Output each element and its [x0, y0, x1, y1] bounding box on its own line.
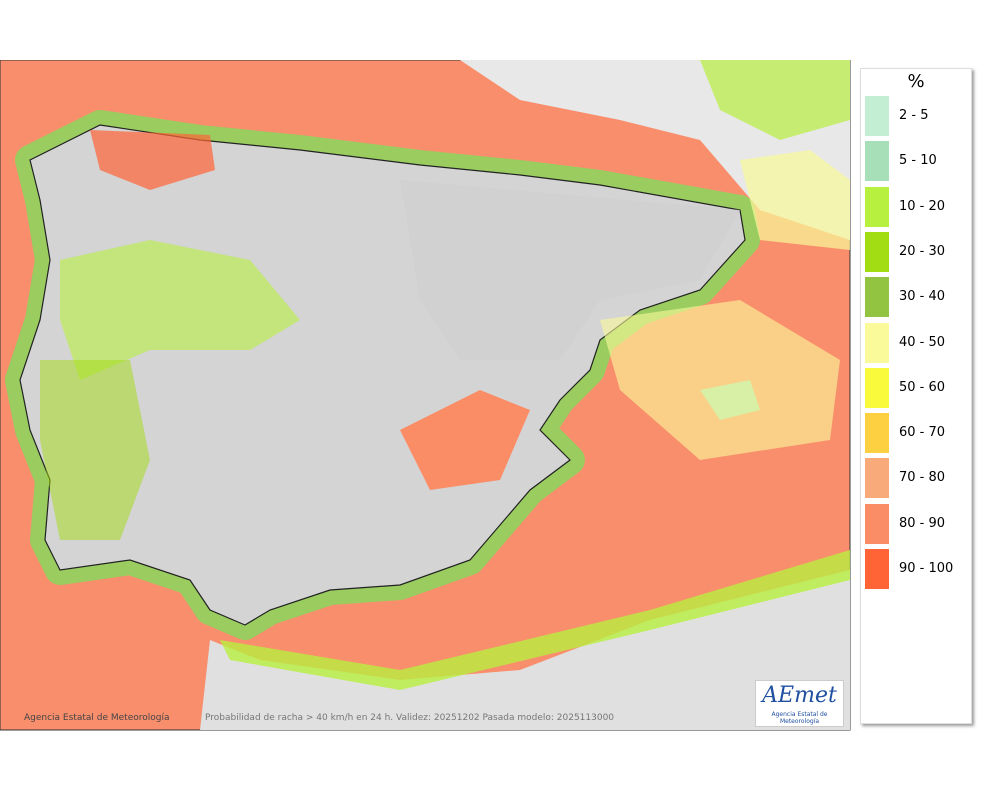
legend-label: 2 - 5 [899, 108, 929, 123]
legend-item: 70 - 80 [865, 458, 969, 499]
legend-label: 30 - 40 [899, 289, 946, 305]
legend-item: 90 - 100 [865, 549, 969, 589]
logo-name: AEmet [762, 683, 837, 708]
legend-label: 50 - 60 [899, 379, 946, 395]
legend-swatch [865, 322, 889, 363]
legend-item: 30 - 40 [865, 277, 969, 318]
legend-item: 5 - 10 [865, 141, 969, 182]
legend-item: 40 - 50 [865, 322, 969, 363]
africa [200, 570, 850, 730]
legend-swatch [865, 277, 889, 318]
zone [740, 150, 850, 250]
legend-label: 40 - 50 [899, 334, 946, 350]
legend-label: 90 - 100 [899, 561, 954, 576]
legend-label: 10 - 20 [899, 198, 946, 214]
legend-swatch [865, 141, 889, 182]
zone [90, 130, 215, 190]
legend-item: 20 - 30 [865, 231, 969, 272]
zone [60, 240, 300, 380]
legend-item: 2 - 5 [865, 96, 969, 136]
legend: % 2 - 5 5 - 10 10 - 20 20 - 30 30 - 40 40 - 5… [860, 68, 972, 724]
legend-label: 80 - 90 [899, 515, 946, 531]
map [0, 60, 851, 731]
legend-item: 10 - 20 [865, 186, 969, 227]
caption: Probabilidad de racha > 40 km/h en 24 h.… [205, 713, 615, 723]
legend-swatch [865, 186, 889, 227]
legend-label: 60 - 70 [899, 425, 946, 441]
zone [40, 360, 150, 540]
legend-title: % [907, 71, 925, 92]
credit: Agencia Estatal de Meteorología [24, 713, 170, 723]
legend-item: 80 - 90 [865, 503, 969, 544]
legend-swatch [865, 549, 889, 589]
legend-swatch [865, 231, 889, 272]
legend-label: 5 - 10 [899, 153, 937, 169]
legend-swatch [865, 413, 889, 454]
zone [600, 300, 840, 460]
logo-subtitle: Agencia Estatal de Meteorología [771, 711, 828, 725]
legend-swatch [865, 503, 889, 544]
legend-swatch [865, 96, 889, 136]
relief [400, 180, 740, 360]
legend-label: 70 - 80 [899, 470, 946, 486]
zone [700, 60, 850, 140]
zone [400, 390, 530, 490]
legend-item: 60 - 70 [865, 413, 969, 454]
legend-swatch [865, 458, 889, 499]
legend-label: 20 - 30 [899, 243, 946, 259]
legend-swatch [865, 367, 889, 408]
logo: AEmet Agencia Estatal de Meteorología [755, 680, 844, 727]
legend-item: 50 - 60 [865, 367, 969, 408]
